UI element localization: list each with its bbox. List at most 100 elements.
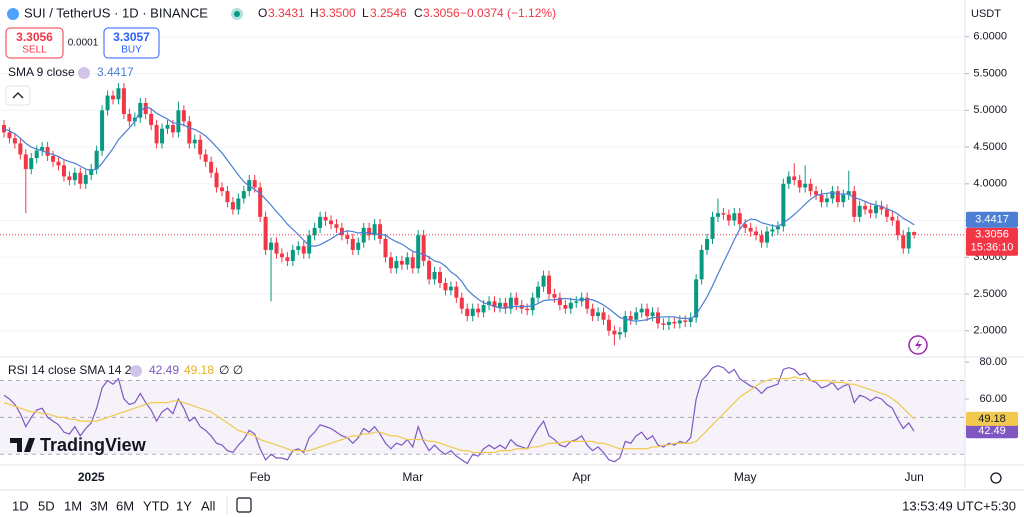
candle-body <box>269 242 274 250</box>
low-label: L <box>362 6 369 20</box>
range-button[interactable]: 1D <box>12 498 29 513</box>
clock[interactable]: 13:53:49 UTC+5:30 <box>902 498 1016 513</box>
candle-body <box>154 124 159 144</box>
candle-body <box>868 209 873 214</box>
range-button[interactable]: 3M <box>90 498 108 513</box>
brand-logo <box>10 438 35 452</box>
candle-body <box>339 227 344 236</box>
candle-body <box>661 323 666 325</box>
candle-body <box>367 227 372 236</box>
candle-body <box>884 209 889 217</box>
high-label: H <box>310 6 319 20</box>
candle-body <box>318 216 323 228</box>
candle-body <box>192 139 197 144</box>
candle-body <box>503 302 508 309</box>
x-tick-label: Jun <box>904 470 923 484</box>
candle-body <box>699 249 704 280</box>
symbol-title[interactable]: SUI / TetherUS · 1D · BINANCE <box>24 5 208 20</box>
candle-body <box>160 128 165 144</box>
candle-body <box>301 246 306 254</box>
candle-body <box>100 110 105 151</box>
candle-body <box>258 187 263 217</box>
sma-tag: 3.4417 <box>975 214 1009 226</box>
range-button[interactable]: 5D <box>38 498 55 513</box>
candle-body <box>830 191 835 199</box>
candle-body <box>78 172 83 184</box>
candle-body <box>470 308 475 317</box>
candle-body <box>726 214 731 221</box>
brand-name: TradingView <box>40 435 147 455</box>
rsi-extra: ∅ ∅ <box>219 363 243 377</box>
candle-body <box>399 260 404 265</box>
range-button[interactable]: All <box>201 498 216 513</box>
indicator-icon[interactable] <box>78 67 90 79</box>
range-button[interactable]: 1M <box>64 498 82 513</box>
indicator-name[interactable]: SMA 9 close <box>8 65 75 79</box>
candle-body <box>34 150 39 159</box>
last-price-tag-bg <box>966 227 1018 256</box>
candle-body <box>639 308 644 313</box>
settings-icon[interactable] <box>990 472 1002 484</box>
buy-button[interactable] <box>103 27 160 59</box>
candle-body <box>547 275 551 295</box>
sma-tag-bg <box>966 211 1018 228</box>
sell-label: SELL <box>22 45 47 56</box>
candle-body <box>863 205 868 210</box>
range-button[interactable]: 1Y <box>176 498 192 513</box>
candle-body <box>176 110 181 133</box>
candle-body <box>72 172 77 181</box>
candle-body <box>443 282 448 291</box>
candle-body <box>67 176 72 181</box>
candle-body <box>416 235 421 269</box>
candle-body <box>334 224 339 228</box>
candle-body <box>198 139 203 155</box>
candle-body <box>410 257 415 269</box>
candle-body <box>754 231 759 236</box>
candle-body <box>628 316 633 320</box>
candle-body <box>111 95 115 100</box>
symbol-icon[interactable] <box>7 8 19 20</box>
candle-body <box>650 312 655 317</box>
candle-body <box>149 113 154 125</box>
candle-body <box>530 297 535 311</box>
candle-body <box>350 238 355 250</box>
candle-body <box>541 275 546 287</box>
range-button[interactable]: YTD <box>143 498 169 513</box>
candle-body <box>220 187 224 192</box>
candle-body <box>181 110 186 122</box>
rsi-title[interactable]: RSI 14 close SMA 14 2 <box>8 363 132 377</box>
rsi-icon[interactable] <box>130 365 142 377</box>
collapse-button[interactable] <box>5 85 31 106</box>
candle-body <box>852 191 857 217</box>
candle-body <box>568 302 573 309</box>
candle-body <box>715 213 720 217</box>
plot-layer <box>0 36 965 465</box>
range-button[interactable]: 6M <box>116 498 134 513</box>
candle-body <box>116 88 121 100</box>
collapse-icon <box>12 92 24 99</box>
candle-body <box>737 213 742 225</box>
candle-body <box>765 231 769 243</box>
date-range-icon[interactable] <box>236 497 252 513</box>
candle-body <box>574 301 579 303</box>
candle-body <box>121 88 126 114</box>
buy-label: BUY <box>121 45 142 56</box>
candle-body <box>312 227 317 236</box>
sma-line <box>3 105 915 322</box>
currency-label[interactable]: USDT <box>971 8 1001 20</box>
rsi-sma-value: 49.18 <box>184 363 214 377</box>
candle-body <box>808 183 813 192</box>
candle-body <box>879 205 884 210</box>
candle-body <box>296 246 301 250</box>
sell-button[interactable] <box>5 27 64 59</box>
candle-body <box>290 249 295 261</box>
candle-body <box>585 297 590 309</box>
high-value: 3.3500 <box>319 6 356 20</box>
candle-body <box>514 297 519 306</box>
candle-body <box>263 216 268 250</box>
candle-body <box>792 176 797 181</box>
candle-body <box>7 132 12 139</box>
candle-body <box>236 198 241 210</box>
candle-body <box>743 224 748 228</box>
y-tick-label: 2.5000 <box>973 288 1007 300</box>
